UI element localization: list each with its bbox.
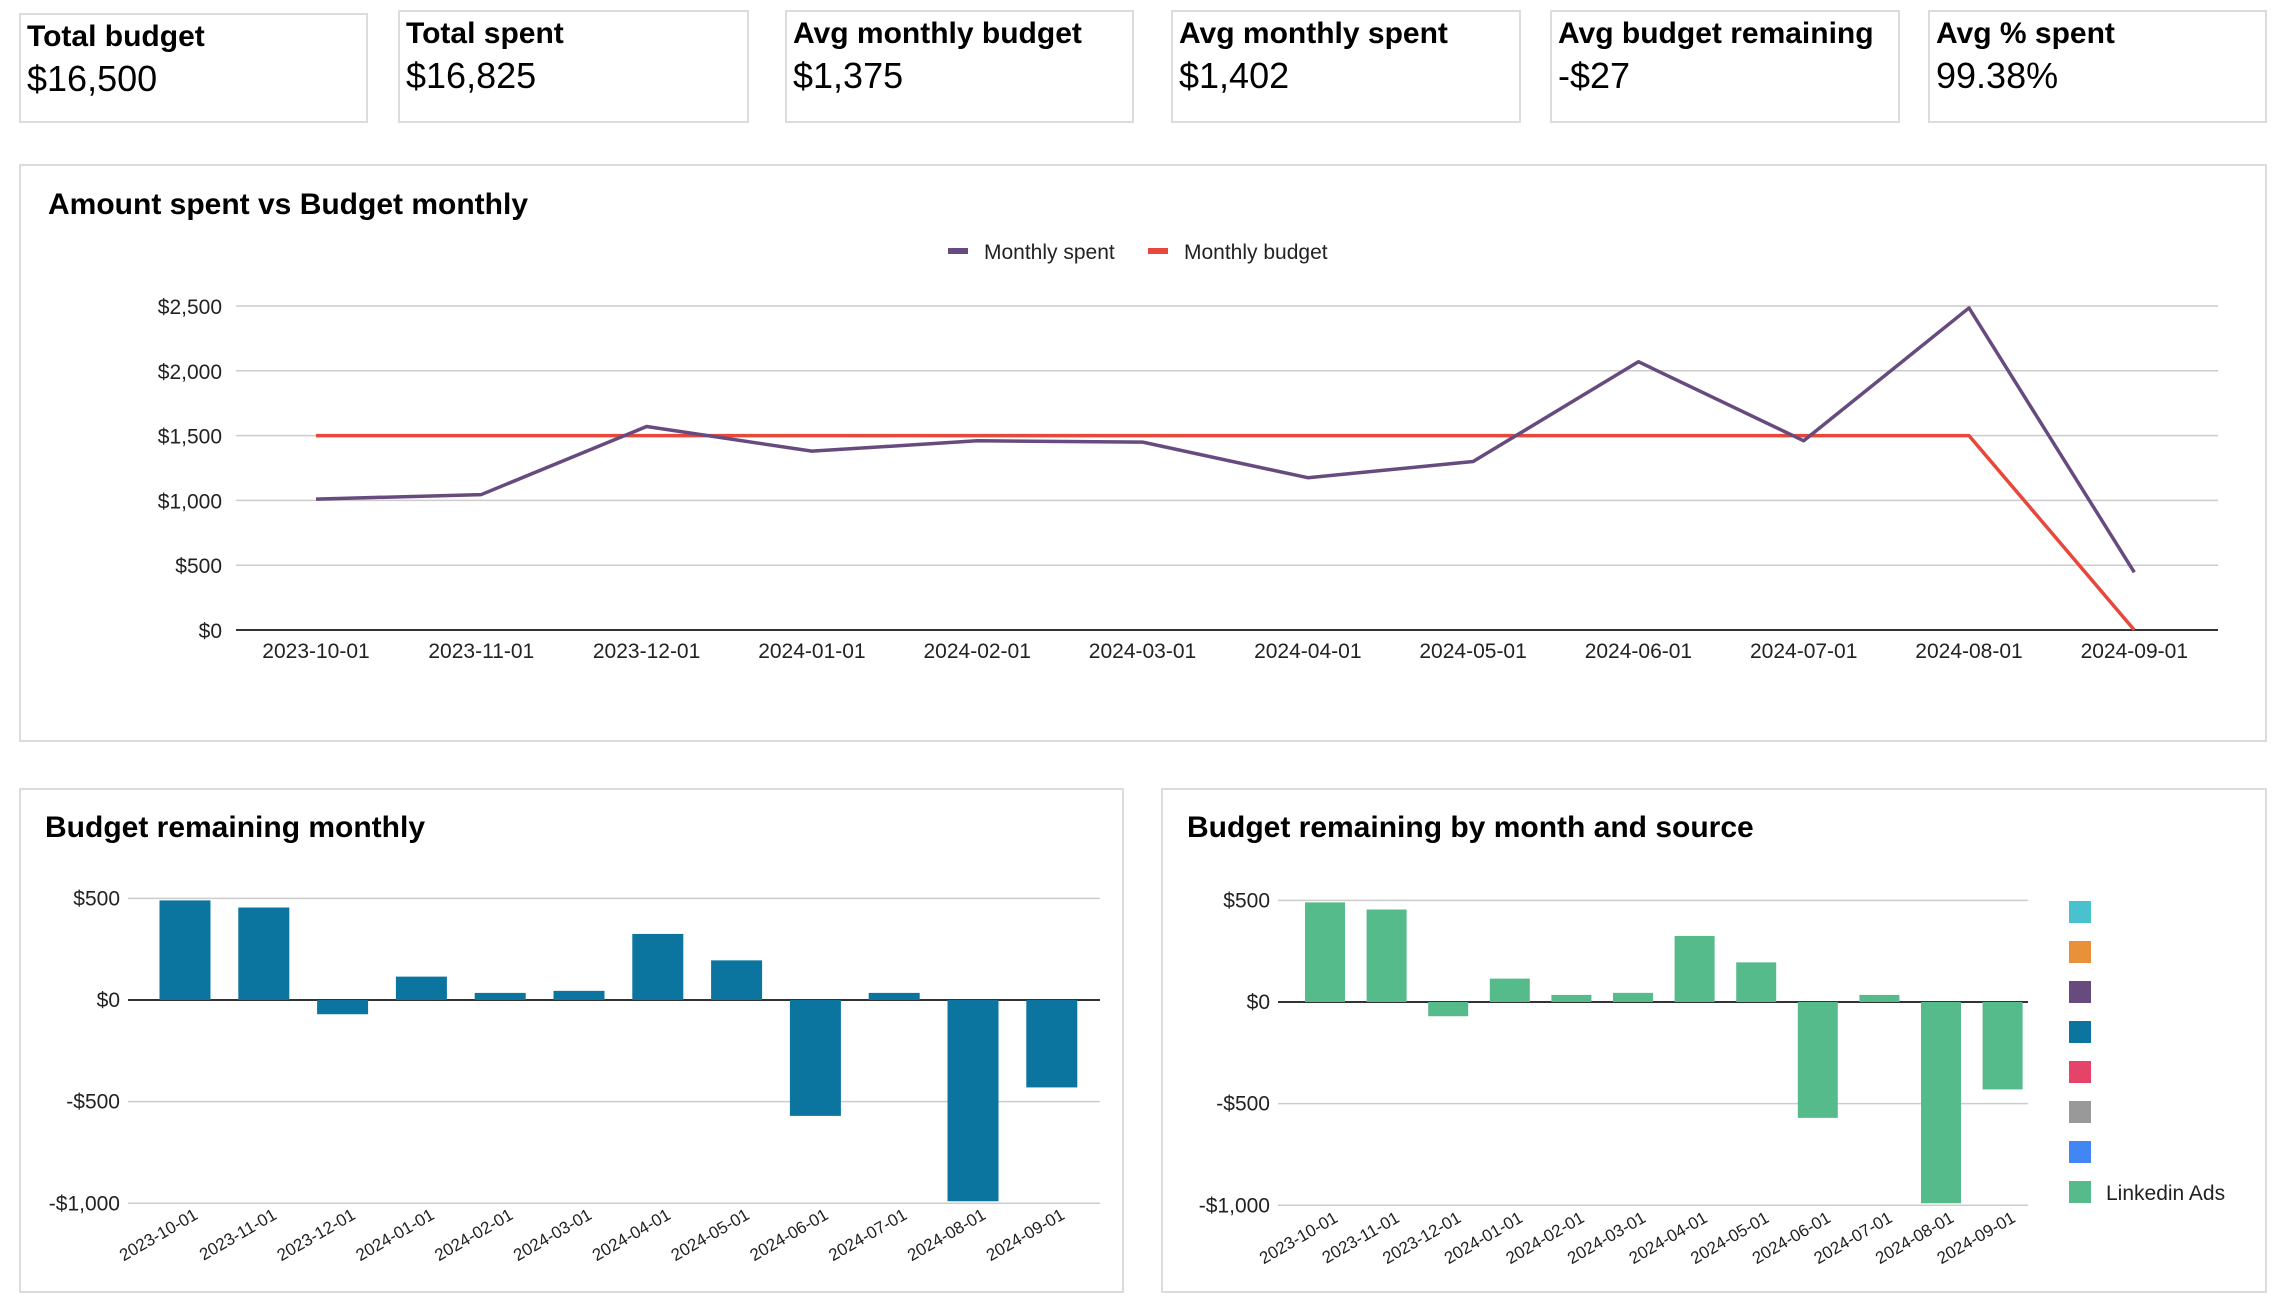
bar [474, 992, 526, 1000]
legend-swatch [2069, 1181, 2091, 1203]
kpi-value: 99.38% [1936, 55, 2059, 96]
bar [789, 1000, 841, 1116]
legend-swatch [2069, 1021, 2091, 1043]
kpi-total-budget: Total budget $16,500 [19, 13, 368, 123]
bar [1797, 1002, 1838, 1118]
bar-chart-panel-monthly [19, 788, 1124, 1293]
kpi-value: -$27 [1558, 55, 1631, 96]
legend-swatch [2069, 1061, 2091, 1083]
x-tick-label: 2023-11-01 [428, 640, 534, 663]
budget-series-line [316, 433, 2136, 632]
bar [947, 1000, 999, 1202]
bar [1366, 909, 1407, 1002]
legend-swatch [2069, 1101, 2091, 1123]
x-tick-label: 2024-01-01 [758, 640, 865, 663]
kpi-value: $1,375 [793, 55, 904, 96]
y-tick-label: $2,000 [158, 361, 222, 384]
x-tick-label: 2024-07-01 [1750, 640, 1857, 663]
bar [159, 900, 211, 1000]
x-tick-label: 2024-06-01 [1585, 640, 1692, 663]
y-tick-label: -$500 [66, 1091, 120, 1114]
y-tick-label: -$1,000 [49, 1192, 120, 1215]
bar [317, 1000, 369, 1015]
kpi-total-spent: Total spent $16,825 [398, 10, 749, 123]
line-chart-panel [19, 164, 2267, 742]
bar [1982, 1002, 2023, 1090]
x-tick-label: 2024-04-01 [1254, 640, 1361, 663]
y-tick-label: $0 [97, 989, 120, 1012]
kpi-value: $16,825 [406, 55, 537, 96]
x-tick-label: 2024-02-01 [923, 640, 1030, 663]
kpi-avg-percent-spent: Avg % spent 99.38% [1928, 10, 2267, 123]
legend-swatch [2069, 981, 2091, 1003]
bar [1428, 1002, 1469, 1017]
bar-chart-title-monthly: Budget remaining monthly [45, 811, 426, 844]
bar [1026, 1000, 1078, 1088]
x-tick-label: 2023-12-01 [593, 640, 700, 663]
kpi-value: $1,402 [1179, 55, 1290, 96]
bar [1736, 962, 1777, 1002]
legend-label: Linkedin Ads [2106, 1182, 2225, 1205]
y-tick-label: $1,500 [158, 426, 222, 449]
bar [1489, 978, 1530, 1002]
legend-label: Monthly spent [984, 241, 1115, 264]
kpi-label: Avg budget remaining [1558, 17, 1874, 50]
bar [1305, 902, 1345, 1002]
bar [1859, 994, 1900, 1002]
y-tick-label: $2,500 [158, 296, 222, 319]
x-tick-label: 2024-03-01 [1089, 640, 1196, 663]
bar [1674, 935, 1715, 1002]
bar [1551, 994, 1592, 1002]
kpi-label: Total budget [27, 20, 205, 53]
kpi-label: Avg monthly budget [793, 17, 1082, 50]
bar [238, 907, 290, 1000]
legend-swatch [2069, 1141, 2091, 1163]
legend-label: Monthly budget [1184, 241, 1328, 264]
legend-swatch [2069, 941, 2091, 963]
bar [395, 976, 447, 1000]
x-tick-label: 2023-10-01 [262, 640, 369, 663]
y-tick-label: -$1,000 [1199, 1194, 1270, 1217]
kpi-label: Avg % spent [1936, 17, 2115, 50]
bar [1613, 992, 1653, 1002]
legend-swatch [2069, 901, 2091, 923]
y-tick-label: $500 [73, 887, 120, 910]
bar-chart-title-source: Budget remaining by month and source [1187, 811, 1754, 844]
line-chart-title: Amount spent vs Budget monthly [48, 188, 528, 221]
bar [1921, 1002, 1961, 1204]
legend-swatch [1148, 248, 1168, 254]
kpi-label: Total spent [406, 17, 564, 50]
legend-swatch [948, 248, 968, 254]
y-tick-label: -$500 [1216, 1093, 1270, 1116]
bar [711, 960, 763, 1000]
bar [553, 990, 605, 1000]
bar [632, 933, 684, 1000]
x-tick-label: 2024-05-01 [1419, 640, 1526, 663]
kpi-avg-budget-remaining: Avg budget remaining -$27 [1550, 10, 1900, 123]
spent-series-line [315, 306, 2136, 574]
y-tick-label: $0 [1247, 991, 1270, 1014]
y-tick-label: $500 [175, 555, 222, 578]
kpi-label: Avg monthly spent [1179, 17, 1448, 50]
x-tick-label: 2024-08-01 [1915, 640, 2022, 663]
x-tick-label: 2024-09-01 [2081, 640, 2188, 663]
y-tick-label: $1,000 [158, 490, 222, 513]
y-tick-label: $0 [199, 620, 222, 643]
kpi-avg-monthly-spent: Avg monthly spent $1,402 [1171, 10, 1521, 123]
bar [868, 992, 920, 1000]
y-tick-label: $500 [1223, 889, 1270, 912]
kpi-value: $16,500 [27, 58, 158, 99]
kpi-avg-monthly-budget: Avg monthly budget $1,375 [785, 10, 1134, 123]
